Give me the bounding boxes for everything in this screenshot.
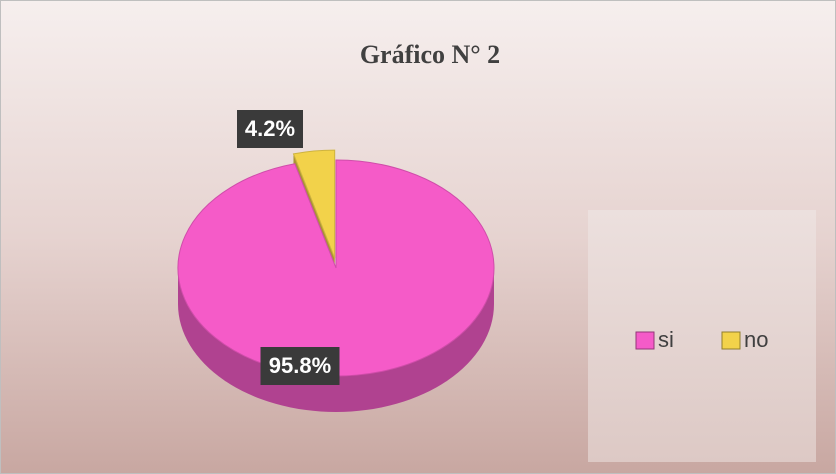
legend-swatch (721, 331, 741, 350)
data-label-box (260, 347, 340, 385)
chart-title: Gráfico N° 2 (360, 40, 500, 69)
legend-label: si (658, 327, 674, 352)
legend-box (588, 210, 816, 462)
pie-slice (177, 159, 495, 377)
data-label: 95.8% (269, 353, 331, 378)
pie-slice (292, 149, 336, 259)
legend-label: no (744, 327, 768, 352)
pie-side (178, 268, 494, 412)
data-label-box (237, 110, 303, 148)
legend-swatch (635, 331, 655, 350)
data-label: 4.2% (245, 116, 295, 141)
